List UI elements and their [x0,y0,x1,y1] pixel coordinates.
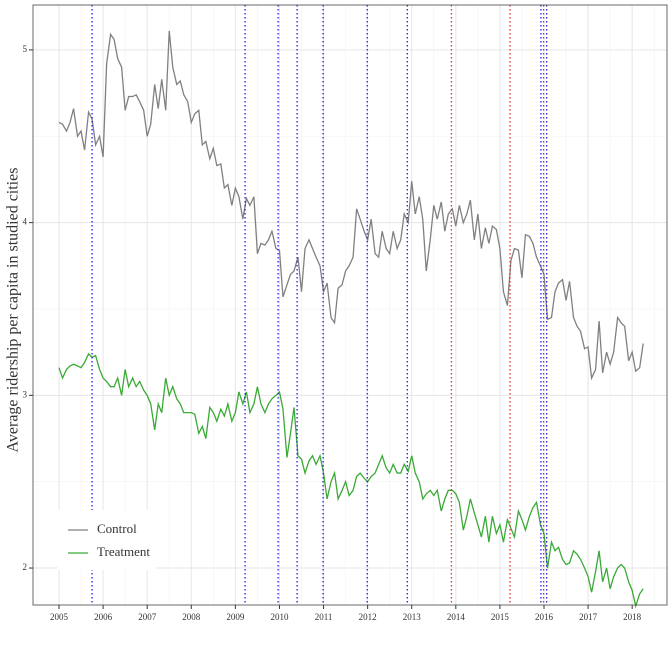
x-tick-label: 2013 [403,612,422,622]
x-tick-label: 2007 [138,612,157,622]
legend-label: Control [97,521,137,536]
x-tick-label: 2008 [182,612,201,622]
y-tick-label: 4 [23,217,28,227]
y-tick-label: 2 [23,562,28,572]
plot-panel [33,5,667,605]
legend-box [58,510,156,570]
x-tick-label: 2010 [270,612,289,622]
x-tick-label: 2018 [623,612,642,622]
y-axis-label: Average ridership per capita in studied … [5,168,22,453]
x-tick-label: 2011 [315,612,333,622]
x-tick-label: 2006 [94,612,113,622]
plot-border [32,4,668,606]
x-tick-label: 2009 [226,612,245,622]
x-tick-label: 2016 [535,612,554,622]
x-tick-label: 2005 [50,612,69,622]
x-tick-label: 2017 [579,612,598,622]
x-tick-label: 2014 [447,612,466,622]
y-tick-label: 3 [23,389,28,399]
series-line [58,30,644,381]
y-tick-label: 5 [23,44,28,54]
x-tick-label: 2015 [491,612,510,622]
legend-label: Treatment [97,544,150,559]
series-line [58,352,644,609]
x-tick-label: 2012 [359,612,377,622]
